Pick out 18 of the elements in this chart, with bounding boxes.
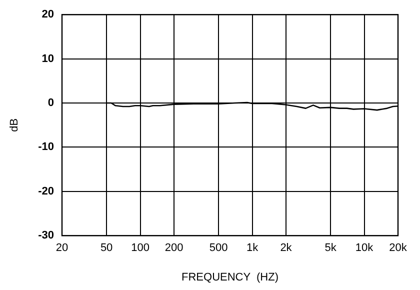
y-tick-label: -10 <box>38 141 54 154</box>
x-tick-label: 20k <box>389 242 408 254</box>
x-tick-label: 20 <box>56 242 68 254</box>
y-tick-label: 10 <box>42 52 54 65</box>
x-tick-label: 100 <box>131 242 150 254</box>
x-tick-label: 5k <box>324 242 337 254</box>
x-tick-label: 500 <box>209 242 228 254</box>
y-tick-label: -20 <box>38 185 54 198</box>
y-tick-label: 20 <box>42 8 54 21</box>
x-tick-label: 1k <box>246 242 259 254</box>
y-axis-title: dB <box>8 118 21 132</box>
x-tick-label: 50 <box>100 242 113 254</box>
y-tick-label: 0 <box>48 97 54 110</box>
x-tick-label: 200 <box>164 242 184 254</box>
x-axis-title: FREQUENCY (HZ) <box>182 271 278 284</box>
y-tick-label: -30 <box>38 230 54 242</box>
x-tick-label: 10k <box>355 242 374 254</box>
x-tick-label: 2k <box>280 242 292 254</box>
